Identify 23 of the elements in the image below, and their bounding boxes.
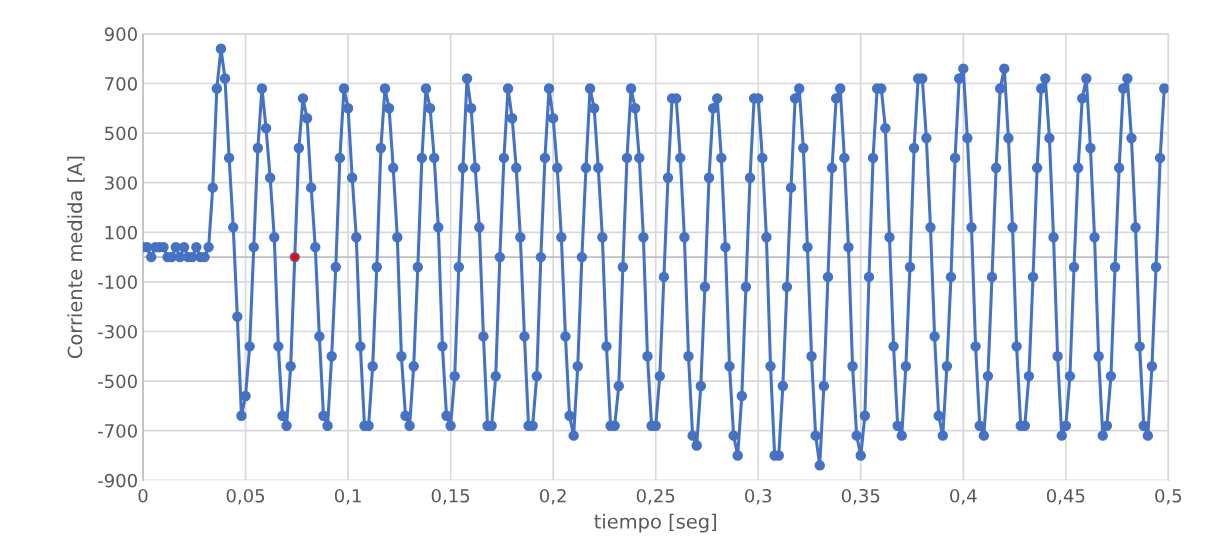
- y-axis-title: Corriente medida [A]: [67, 156, 85, 359]
- x-tick-label: 0,35: [841, 488, 880, 505]
- y-tick-label: 300: [105, 176, 137, 190]
- y-tick-label: 100: [105, 225, 137, 240]
- x-tick-label: 0,5: [1155, 488, 1182, 505]
- y-tick-label: 900: [104, 27, 137, 42]
- y-tick-label: -500: [98, 374, 137, 389]
- y-tick-label: 700: [105, 76, 137, 91]
- x-tick-label: 0,15: [431, 488, 470, 505]
- y-tick-label: 500: [105, 126, 137, 141]
- x-tick-label: 0,1: [334, 488, 361, 505]
- x-axis-title: tiempo [seg]: [594, 513, 716, 533]
- x-tick-label: 0,45: [1046, 488, 1085, 505]
- x-tick-label: 0,3: [745, 488, 772, 505]
- y-tick-label: -900: [98, 473, 137, 488]
- y-tick-label: -100: [98, 275, 137, 289]
- y-tick-label: -300: [98, 324, 137, 339]
- x-tick-label: 0: [138, 488, 148, 503]
- x-tick-label: 0,4: [950, 488, 977, 505]
- x-tick-label: 0,2: [539, 488, 566, 505]
- y-tick-label: -700: [98, 424, 137, 438]
- x-tick-label: 0,25: [636, 488, 675, 505]
- x-tick-label: 0,05: [226, 488, 265, 505]
